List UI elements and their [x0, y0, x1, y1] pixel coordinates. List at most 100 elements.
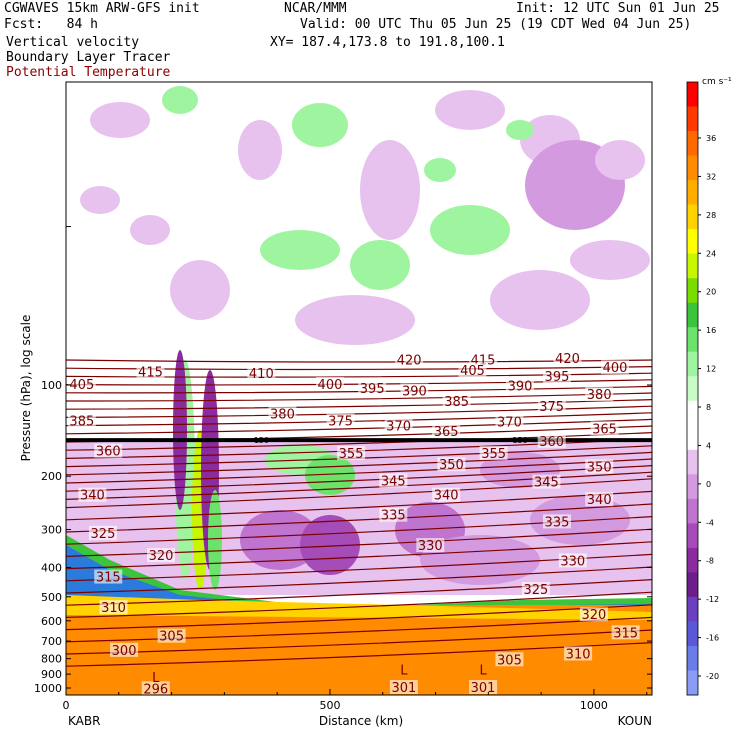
- theta-label: 320: [149, 549, 174, 564]
- velocity-shading: [66, 86, 652, 695]
- theta-label-bg: [542, 514, 571, 529]
- theta-label: 350: [587, 460, 612, 475]
- shade-patch: [305, 455, 355, 495]
- theta-label-bg: [585, 492, 614, 507]
- shade-patch: [430, 205, 510, 255]
- theta-label-bg: [157, 628, 186, 643]
- theta-line: [66, 566, 652, 594]
- right-station: KOUN: [618, 714, 652, 728]
- colorbar-swatch: [687, 449, 698, 475]
- theta-label: 335: [545, 515, 570, 530]
- theta-label-bg: [585, 459, 614, 474]
- colorbar-swatch: [687, 400, 698, 426]
- theta-label-bg: [315, 377, 344, 391]
- theta-label-bg: [110, 642, 139, 657]
- colorbar-swatch: [687, 646, 698, 671]
- colorbar-swatch: [687, 547, 698, 573]
- theta-label: 305: [159, 630, 184, 645]
- theta-label-bg: [479, 446, 508, 461]
- theta-label: 296: [143, 682, 168, 697]
- theta-label: 420: [397, 353, 422, 368]
- theta-label: 400: [603, 361, 628, 376]
- y-axis-title: Pressure (hPa), log scale: [19, 315, 33, 462]
- plot-frame: [65, 81, 653, 696]
- colorbar-tick-label: -16: [706, 634, 719, 643]
- valid-time: Valid: 00 UTC Thu 05 Jun 25 (19 CDT Wed …: [300, 17, 692, 32]
- low-marker: L: [152, 671, 160, 686]
- x-axis-title: Distance (km): [319, 714, 403, 728]
- theta-label-bg: [432, 487, 461, 502]
- theta-label: 375: [539, 400, 564, 415]
- theta-label: 330: [560, 554, 585, 569]
- colorbar-tick-label: 0: [706, 480, 711, 489]
- theta-label: 335: [381, 509, 406, 524]
- shade-patch: [295, 295, 415, 345]
- theta-label: 355: [481, 447, 506, 462]
- colorbar-swatch: [687, 523, 698, 549]
- colorbar-tick-label: 8: [706, 403, 711, 412]
- shade-patch: [80, 186, 120, 214]
- theta-label: 340: [587, 493, 612, 508]
- colorbar-tick-label: 32: [706, 172, 716, 181]
- theta-label-bg: [337, 446, 366, 461]
- theta-label: 375: [328, 415, 353, 430]
- theta-label: 320: [582, 608, 607, 623]
- shade-patch: [238, 120, 282, 180]
- theta-label-bg: [147, 548, 176, 563]
- theta-label-bg: [379, 473, 408, 488]
- shade-patch: [595, 140, 645, 180]
- tracer-label: 150: [512, 436, 527, 445]
- shade-patch: [424, 158, 456, 182]
- shade-patch: [570, 240, 650, 280]
- colorbar-tick-label: 20: [706, 288, 716, 297]
- theta-label-bg: [532, 474, 561, 489]
- theta-label: 340: [80, 489, 105, 504]
- field-vertical-velocity: Vertical velocity: [6, 35, 140, 50]
- theta-label-bg: [558, 553, 587, 568]
- x-tick-label: 0: [63, 699, 70, 712]
- theta-label: 380: [587, 388, 612, 403]
- y-tick-label: 300: [41, 524, 62, 537]
- model-title: CGWAVES 15km ARW-GFS init: [4, 1, 200, 16]
- shade-surface: [66, 605, 652, 695]
- tracer-label: 150: [254, 436, 269, 445]
- theta-line: [66, 591, 652, 618]
- theta-label: 310: [101, 601, 126, 616]
- theta-line: [66, 458, 652, 484]
- theta-label: 325: [523, 583, 548, 598]
- colorbar-swatch: [687, 596, 698, 622]
- theta-label-bg: [542, 368, 571, 383]
- x-tick-label: 500: [319, 699, 340, 712]
- colorbar-tick-label: -4: [706, 518, 714, 527]
- theta-line: [66, 541, 652, 570]
- theta-label: 410: [249, 367, 274, 382]
- theta-label: 330: [418, 539, 443, 554]
- shade-patch: [130, 215, 170, 245]
- theta-label-bg: [521, 582, 550, 597]
- shade-patch: [260, 230, 340, 270]
- x-tick-label: 1000: [580, 699, 608, 712]
- theta-line: [66, 478, 652, 509]
- y-tick-label: 400: [41, 561, 62, 574]
- theta-label: 340: [434, 489, 459, 504]
- theta-label-bg: [537, 433, 566, 448]
- theta-label: 390: [402, 384, 427, 399]
- theta-label: 420: [555, 352, 580, 367]
- theta-label: 405: [460, 364, 485, 379]
- theta-label: 395: [360, 382, 385, 397]
- theta-label-bg: [136, 364, 165, 379]
- colorbar-swatch: [687, 474, 698, 500]
- theta-label: 400: [318, 378, 343, 393]
- theta-label-bg: [458, 363, 487, 378]
- colorbar-frame: [686, 81, 699, 696]
- y-tick-label: 700: [41, 635, 62, 648]
- theta-label: 345: [381, 474, 406, 489]
- theta-label: 325: [91, 527, 116, 542]
- theta-label: 301: [391, 681, 416, 696]
- theta-label-bg: [537, 398, 566, 413]
- theta-label-bg: [326, 413, 355, 428]
- theta-line: [66, 399, 652, 410]
